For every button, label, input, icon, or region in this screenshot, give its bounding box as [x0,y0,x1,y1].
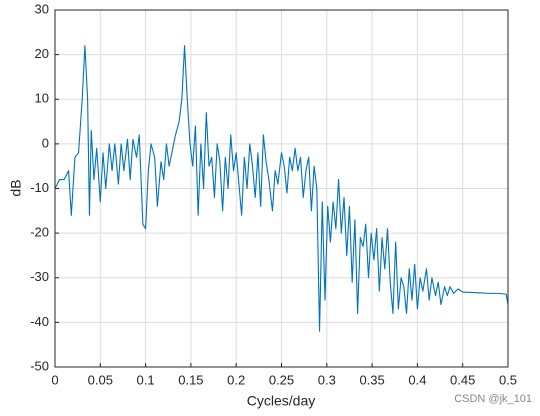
y-tick-label: -40 [30,314,49,329]
x-tick-label: 0 [51,372,58,387]
y-tick-label: -30 [30,269,49,284]
y-tick-label: 30 [35,1,49,16]
x-tick-label: 0.1 [137,372,155,387]
y-tick-label: -10 [30,180,49,195]
x-tick-label: 0.3 [318,372,336,387]
y-axis-label: dB [8,179,24,196]
x-tick-label: 0.2 [227,372,245,387]
y-tick-label: 10 [35,91,49,106]
x-tick-label: 0.25 [269,372,294,387]
data-line [54,45,509,332]
x-tick-label: 0.4 [408,372,426,387]
x-axis-label: Cycles/day [247,393,315,409]
x-tick-label: 0.5 [499,372,517,387]
y-tick-label: -20 [30,225,49,240]
y-tick-label: -50 [30,358,49,373]
x-tick-label: 0.15 [178,372,203,387]
watermark: CSDN @jk_101 [454,393,532,405]
x-tick-label: 0.45 [450,372,475,387]
y-tick-label: 0 [42,135,49,150]
plot-frame [54,9,509,368]
y-tick-label: 20 [35,46,49,61]
x-tick-label: 0.05 [88,372,113,387]
x-tick-label: 0.35 [359,372,384,387]
